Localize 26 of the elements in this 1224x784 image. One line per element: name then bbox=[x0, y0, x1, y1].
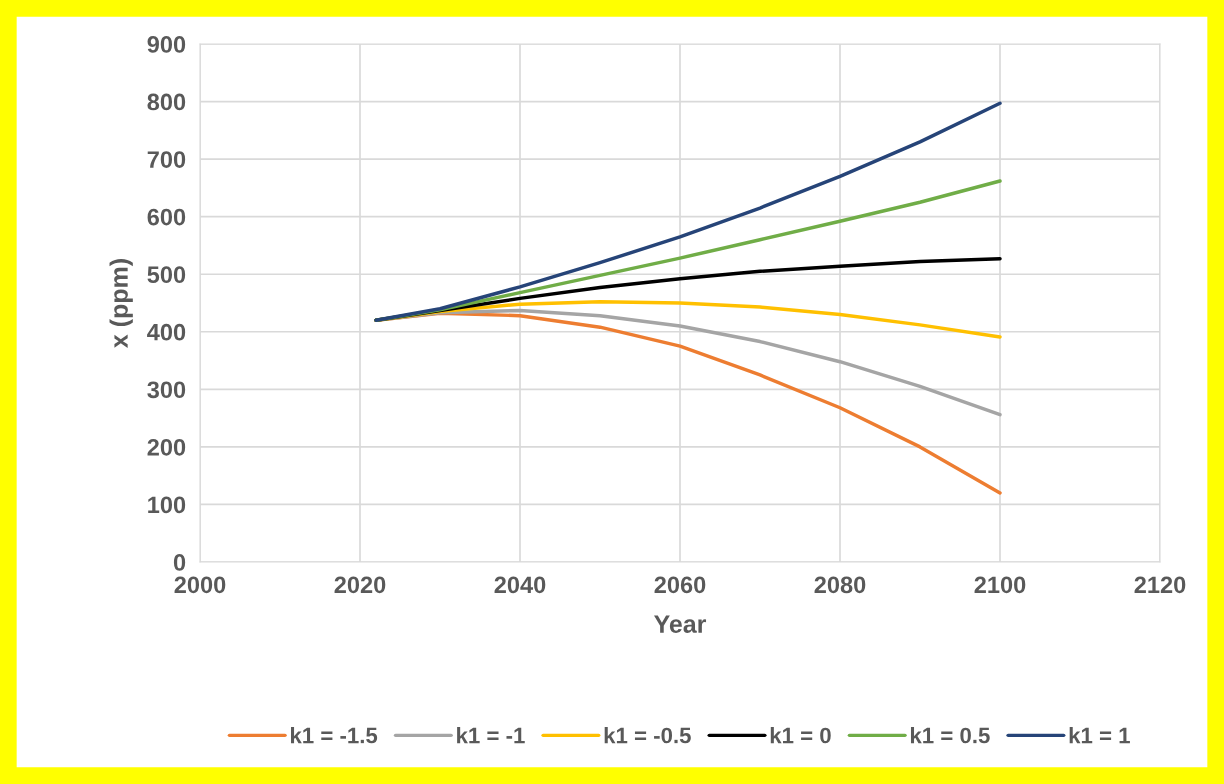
y-tick-label: 700 bbox=[147, 151, 186, 168]
x-tick-label: 2000 bbox=[174, 576, 226, 594]
x-axis-title: Year bbox=[654, 615, 707, 633]
y-tick-label: 600 bbox=[147, 208, 186, 226]
x-tick-label: 2120 bbox=[1134, 576, 1186, 594]
legend-label: k1 = -1 bbox=[457, 727, 525, 744]
y-tick-label: 300 bbox=[147, 381, 186, 399]
x-tick-label: 2060 bbox=[654, 576, 706, 594]
legend-label: k1 = -0.5 bbox=[604, 727, 691, 744]
y-tick-label: 500 bbox=[147, 266, 186, 284]
y-tick-label: 900 bbox=[147, 36, 186, 53]
y-tick-label: 800 bbox=[147, 93, 186, 111]
legend-label: k1 = 0.5 bbox=[910, 727, 990, 744]
y-tick-label: 100 bbox=[148, 496, 186, 514]
y-tick-label: 200 bbox=[147, 438, 186, 456]
x-tick-label: 2080 bbox=[814, 576, 866, 594]
y-axis-title: x (ppm) bbox=[109, 259, 133, 348]
legend-label: k1 = -1.5 bbox=[291, 727, 378, 744]
x-tick-label: 2040 bbox=[494, 576, 546, 594]
y-tick-label: 0 bbox=[173, 554, 186, 571]
x-tick-label: 2100 bbox=[974, 576, 1026, 594]
x-tick-label: 2020 bbox=[334, 576, 386, 594]
line-series bbox=[374, 101, 1002, 323]
y-tick-label: 400 bbox=[147, 323, 186, 341]
legend-label: k1 = 0 bbox=[770, 727, 831, 744]
legend-label: k1 = 1 bbox=[1069, 727, 1130, 744]
